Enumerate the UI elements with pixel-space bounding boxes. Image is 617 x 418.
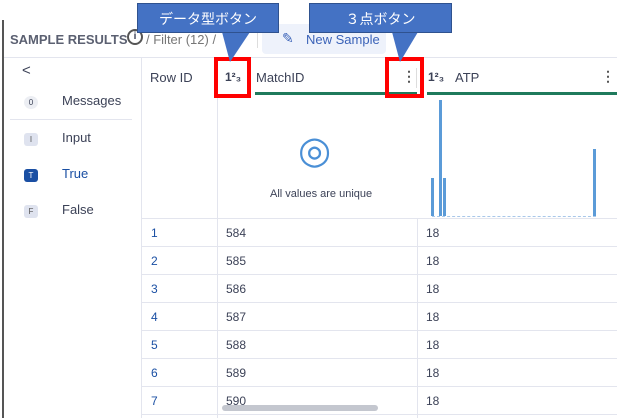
- info-icon[interactable]: i: [127, 29, 143, 45]
- divider: [257, 28, 258, 48]
- histogram-bar[interactable]: [593, 149, 596, 216]
- histogram-bar[interactable]: [439, 100, 442, 216]
- column-header-matchid[interactable]: MatchID: [256, 70, 305, 85]
- table-cell[interactable]: 18: [426, 366, 440, 380]
- collapse-button[interactable]: <: [22, 62, 31, 79]
- sidebar-item-label: Messages: [62, 93, 122, 108]
- table-cell[interactable]: 587: [226, 310, 247, 324]
- input-icon: I: [24, 133, 38, 146]
- histogram-baseline: [432, 216, 596, 217]
- row-divider: [142, 218, 617, 219]
- callout-type-button: データ型ボタン: [137, 3, 279, 33]
- breadcrumb-filter[interactable]: / Filter (12) /: [146, 32, 217, 47]
- row-divider: [142, 274, 617, 275]
- table-cell[interactable]: 584: [226, 226, 247, 240]
- column-quality-bar: [255, 92, 417, 95]
- highlight-box: [385, 57, 424, 98]
- table-cell[interactable]: 18: [426, 282, 440, 296]
- row-divider: [142, 246, 617, 247]
- histogram-bar[interactable]: [431, 178, 434, 216]
- callout-tail: [222, 32, 250, 62]
- callout-menu-button: ３点ボタン: [309, 3, 452, 33]
- horizontal-scrollbar[interactable]: [222, 405, 378, 411]
- row-divider: [142, 386, 617, 387]
- column-divider: [217, 58, 218, 418]
- column-quality-bar: [427, 92, 617, 95]
- sidebar-item-label: Input: [62, 130, 91, 145]
- row-divider: [142, 414, 617, 415]
- count-badge: 0: [24, 96, 38, 109]
- callout-tails: [222, 32, 418, 62]
- column-header-atp[interactable]: ATP: [455, 70, 480, 85]
- header: [4, 20, 617, 58]
- table-cell[interactable]: 5: [151, 338, 158, 352]
- sidebar-item-label: False: [62, 202, 94, 217]
- unique-values-text: All values are unique: [270, 188, 373, 200]
- more-options-icon[interactable]: ⋮: [402, 68, 416, 84]
- callout-tail: [392, 32, 418, 62]
- table-cell[interactable]: 18: [426, 394, 440, 408]
- pipette-icon: ✎: [282, 30, 294, 46]
- sidebar-item-label: True: [62, 166, 89, 181]
- new-sample-button[interactable]: New Sample: [262, 24, 386, 54]
- table-cell[interactable]: 585: [226, 254, 247, 268]
- table-cell[interactable]: 18: [426, 310, 440, 324]
- sidebar: [4, 58, 142, 418]
- more-options-icon[interactable]: ⋮: [601, 68, 615, 84]
- table-cell[interactable]: 18: [426, 226, 440, 240]
- table-cell[interactable]: 586: [226, 282, 247, 296]
- divider: [416, 68, 417, 88]
- fingerprint-icon: ◎: [298, 130, 332, 172]
- data-type-button[interactable]: 1²₃: [225, 70, 242, 84]
- false-icon: F: [24, 205, 38, 218]
- table-cell[interactable]: 6: [151, 366, 158, 380]
- page-title: SAMPLE RESULTS: [10, 32, 128, 47]
- row-divider: [142, 302, 617, 303]
- table-cell[interactable]: 590: [226, 394, 247, 408]
- table-cell[interactable]: 7: [151, 394, 158, 408]
- table-cell[interactable]: 4: [151, 310, 158, 324]
- sidebar-item-true[interactable]: T True: [24, 166, 88, 182]
- histogram-bar[interactable]: [443, 178, 446, 216]
- row-divider: [142, 330, 617, 331]
- data-type-button[interactable]: 1²₃: [428, 70, 445, 84]
- divider: [10, 119, 132, 120]
- column-divider: [417, 218, 418, 418]
- table-cell[interactable]: 1: [151, 226, 158, 240]
- sidebar-item-false[interactable]: F False: [24, 202, 94, 218]
- table-cell[interactable]: 2: [151, 254, 158, 268]
- highlight-box: [214, 57, 251, 98]
- table-cell[interactable]: 18: [426, 254, 440, 268]
- table-cell[interactable]: 3: [151, 282, 158, 296]
- table-cell[interactable]: 588: [226, 338, 247, 352]
- column-header-rowid[interactable]: Row ID: [150, 70, 193, 85]
- sidebar-item-messages[interactable]: 0 Messages: [24, 93, 121, 109]
- table-cell[interactable]: 18: [426, 338, 440, 352]
- table-cell[interactable]: 589: [226, 366, 247, 380]
- sidebar-item-input[interactable]: I Input: [24, 130, 91, 146]
- window-edge: [2, 20, 4, 418]
- row-divider: [142, 358, 617, 359]
- true-icon: T: [24, 169, 38, 182]
